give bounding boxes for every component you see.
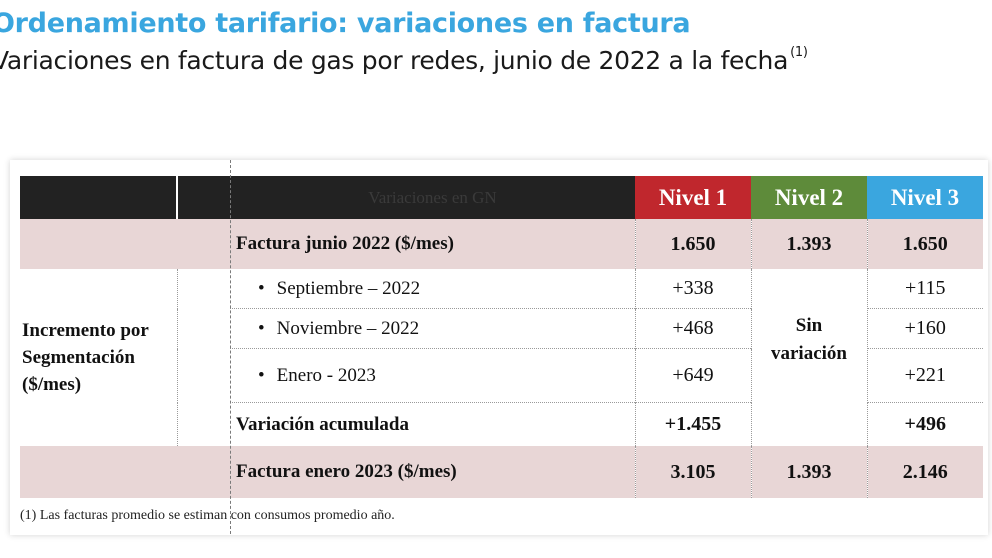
factura-enero-nivel-1: 3.105 — [635, 446, 752, 498]
tariff-table: Variaciones en GN Nivel 1 Nivel 2 Nivel … — [20, 176, 983, 498]
header-blank-cell-2 — [177, 176, 230, 219]
header-nivel-2: Nivel 2 — [751, 176, 867, 219]
increment-nivel-1: +649 — [635, 348, 752, 403]
table-header-row: Variaciones en GN Nivel 1 Nivel 2 Nivel … — [20, 176, 983, 219]
row-septiembre: Incremento por Segmentación ($/mes) • Sep… — [20, 269, 983, 446]
increment-label-text: Noviembre – 2022 — [276, 317, 420, 339]
blank-cell — [176, 269, 230, 446]
blank-cell — [20, 446, 177, 498]
footnote: (1) Las facturas promedio se estiman con… — [20, 508, 395, 523]
row-enero: • Enero - 2023 +649 +221 — [20, 348, 983, 403]
row-factura-enero: Factura enero 2023 ($/mes) 3.105 1.393 2… — [20, 446, 983, 498]
blank-cell — [177, 219, 230, 269]
factura-enero-nivel-3: 2.146 — [867, 446, 983, 498]
factura-junio-nivel-1: 1.650 — [635, 219, 752, 269]
page-title: Ordenamiento tarifario: variaciones en f… — [0, 8, 691, 39]
factura-enero-label: Factura enero 2023 ($/mes) — [230, 446, 636, 498]
bullet-icon: • — [258, 277, 265, 299]
factura-junio-nivel-3: 1.650 — [867, 219, 983, 269]
segmentacion-label: Incremento por Segmentación ($/mes) — [22, 320, 149, 395]
acumulada-nivel-3: +496 — [867, 402, 983, 446]
factura-enero-nivel-2: 1.393 — [751, 446, 868, 498]
bullet-icon: • — [258, 317, 265, 339]
header-nivel-1: Nivel 1 — [635, 176, 751, 219]
bullet-icon: • — [258, 364, 265, 386]
nivel-2-sin-variacion: Sin variación — [751, 269, 868, 446]
increment-nivel-3: +115 — [904, 277, 946, 299]
header-label: Variaciones en GN — [230, 176, 635, 219]
increment-label: • Septiembre – 2022 — [230, 269, 636, 309]
row-factura-junio: Factura junio 2022 ($/mes) 1.650 1.393 1… — [20, 219, 983, 269]
dashed-guide-line — [230, 160, 231, 534]
acumulada-label: Variación acumulada — [230, 402, 636, 446]
increment-label: • Noviembre – 2022 — [230, 308, 636, 349]
blank-cell — [177, 446, 230, 498]
header-nivel-3: Nivel 3 — [867, 176, 983, 219]
page-subtitle: Variaciones en factura de gas por redes,… — [0, 44, 808, 75]
increment-label: • Enero - 2023 — [230, 348, 636, 403]
factura-junio-nivel-2: 1.393 — [751, 219, 868, 269]
row-acumulada: Variación acumulada +1.455 +496 — [20, 402, 983, 446]
header-blank-cell — [20, 176, 178, 219]
increment-nivel-1: +468 — [635, 308, 752, 349]
acumulada-nivel-1: +1.455 — [635, 402, 752, 446]
increment-nivel-3: +221 — [867, 348, 983, 403]
increment-label-text: Enero - 2023 — [276, 364, 376, 386]
factura-junio-label: Factura junio 2022 ($/mes) — [230, 219, 636, 269]
subtitle-footnote-ref: (1) — [790, 44, 808, 60]
increment-label-text: Septiembre – 2022 — [276, 277, 421, 299]
sin-variacion-text: Sin variación — [771, 314, 847, 364]
row-noviembre: • Noviembre – 2022 +468 +160 — [20, 308, 983, 349]
increment-nivel-3: +160 — [867, 308, 983, 349]
blank-cell — [20, 219, 177, 269]
increment-nivel-1: +338 — [635, 269, 752, 309]
subtitle-text: Variaciones en factura de gas por redes,… — [0, 46, 789, 75]
